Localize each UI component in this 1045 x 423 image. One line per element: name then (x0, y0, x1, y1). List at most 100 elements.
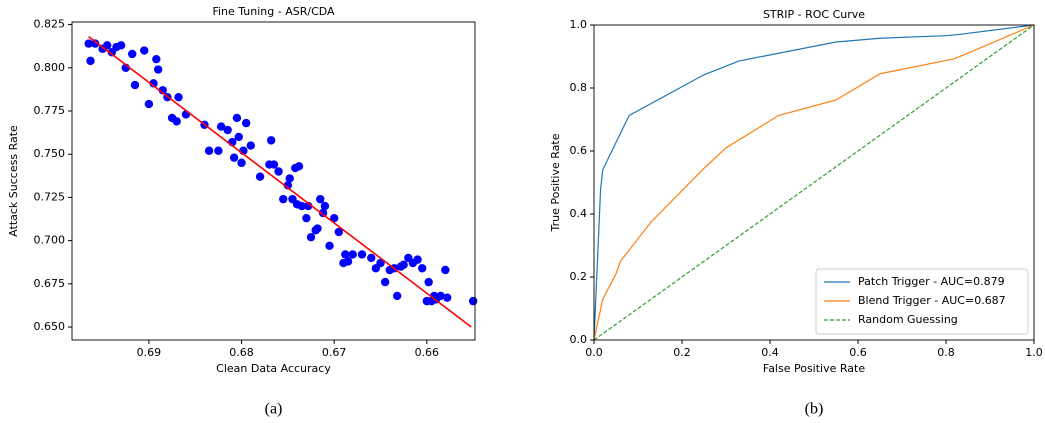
x-axis-label: Clean Data Accuracy (216, 362, 331, 375)
point (181, 110, 191, 119)
y-tick-label: 0.800 (34, 61, 66, 74)
x-tick-label: 1.0 (1025, 346, 1043, 359)
point (380, 277, 390, 287)
point (376, 258, 385, 268)
chart: Fine Tuning - ASR/CDA Clean Data Accuracy… (7, 5, 478, 418)
point (316, 194, 325, 204)
point (413, 255, 422, 264)
y-axis-label: True Positive Rate (549, 133, 562, 232)
point (343, 257, 353, 266)
y-tick-label: 0.6 (570, 144, 588, 157)
point (130, 80, 140, 90)
point (232, 113, 242, 123)
x-tick-label: 0.69 (137, 346, 162, 359)
point (468, 296, 478, 306)
chart-title: Fine Tuning - ASR/CDA (212, 5, 335, 18)
point (285, 174, 294, 183)
point (266, 136, 276, 145)
point (214, 146, 223, 155)
point (269, 160, 279, 169)
y-axis-label: Attack Success Rate (7, 125, 20, 237)
y-tick-label: 0.725 (34, 190, 66, 203)
point (223, 125, 232, 135)
point (144, 99, 154, 109)
point (436, 291, 445, 301)
y-tick-label: 0.750 (34, 147, 66, 160)
y-tick-label: 0.650 (34, 320, 66, 333)
point (441, 265, 450, 275)
point (84, 39, 93, 48)
point (283, 181, 293, 190)
x-tick-label: 0.8 (937, 346, 955, 359)
x-tick-label: 0.66 (415, 346, 440, 359)
point (302, 213, 311, 223)
y-tick-label: 0.700 (34, 234, 66, 247)
y-tick-label: 0.4 (570, 207, 588, 220)
x-tick-label: 0.67 (322, 346, 347, 359)
legend-label: Random Guessing (858, 313, 958, 326)
caption: (b) (805, 401, 824, 418)
x-tick-label: 0.0 (585, 346, 603, 359)
y-tick-label: 0.0 (570, 333, 588, 346)
point (216, 122, 226, 131)
x-axis-label: False Positive Rate (763, 362, 865, 375)
point (274, 167, 283, 176)
point (152, 54, 161, 64)
x-tick-label: 0.4 (761, 346, 779, 359)
y-tick-label: 0.8 (570, 81, 588, 94)
y-tick-label: 0.825 (34, 18, 66, 31)
plot-frame (593, 24, 1035, 341)
point (329, 213, 339, 223)
point (399, 260, 408, 270)
y-tick-label: 0.2 (570, 270, 588, 283)
point (86, 56, 95, 66)
point (158, 86, 167, 95)
legend-box (815, 268, 1029, 335)
point (306, 232, 316, 242)
x-tick-label: 0.2 (673, 346, 691, 359)
point (246, 141, 256, 150)
point (318, 208, 328, 218)
point (149, 79, 158, 88)
point (424, 277, 433, 287)
point (443, 293, 452, 302)
point (128, 49, 137, 59)
point (153, 65, 163, 74)
point (297, 201, 306, 211)
fit-line (88, 36, 472, 328)
plot-frame (71, 21, 476, 341)
point (357, 250, 367, 259)
point (294, 162, 304, 171)
caption: (a) (265, 401, 283, 418)
x-tick-label: 0.6 (849, 346, 867, 359)
chart: STRIP - ROC Curve False Positive Rate True… (549, 8, 1043, 418)
point (237, 158, 246, 168)
point (392, 291, 402, 301)
y-tick-label: 0.775 (34, 104, 66, 117)
point (313, 224, 322, 233)
point (255, 172, 265, 181)
point (229, 153, 239, 162)
x-tick-label: 0.68 (229, 346, 254, 359)
point (320, 201, 330, 211)
legend-label: Blend Trigger - AUC=0.687 (858, 294, 1006, 307)
point (174, 92, 183, 102)
point (241, 118, 251, 128)
point (116, 41, 126, 50)
series-line (593, 24, 1035, 341)
point (348, 250, 357, 259)
legend-label: Patch Trigger - AUC=0.879 (858, 275, 1005, 288)
point (325, 241, 334, 251)
point (234, 132, 243, 142)
point (367, 253, 376, 263)
point (103, 41, 112, 50)
y-tick-label: 1.0 (570, 18, 588, 31)
series-line (593, 24, 1035, 341)
series-line (593, 24, 1035, 341)
point (204, 146, 214, 155)
point (90, 39, 100, 48)
point (279, 194, 288, 204)
point (417, 264, 427, 273)
